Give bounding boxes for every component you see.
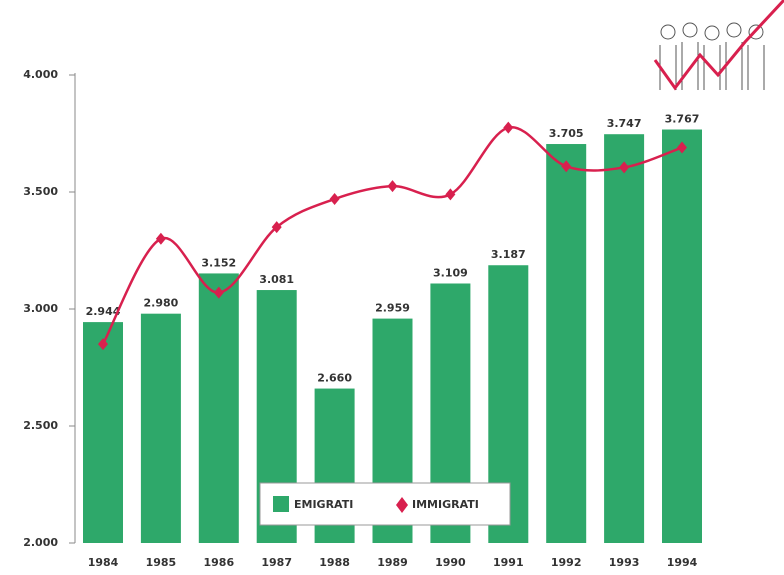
x-tick-label: 1988: [319, 556, 350, 569]
bar: [199, 273, 239, 543]
value-label: 3.705: [549, 127, 584, 140]
chart: 2.000 2.500 3.000 3.500 4.000 1984 1985 1986 198…: [0, 0, 784, 575]
bar: [83, 322, 123, 543]
x-tick-label: 1990: [435, 556, 466, 569]
y-tick-label: 3.000: [23, 302, 58, 315]
y-tick-label: 4.000: [23, 68, 58, 81]
bar: [546, 144, 586, 543]
x-tick-label: 1991: [493, 556, 524, 569]
value-label: 3.187: [491, 248, 526, 261]
value-label: 3.081: [259, 273, 294, 286]
bar: [662, 130, 702, 543]
y-tick-label: 3.500: [23, 185, 58, 198]
bar: [141, 314, 181, 543]
legend-label: IMMIGRATI: [412, 498, 479, 511]
marker: [503, 122, 513, 134]
x-tick-label: 1985: [146, 556, 177, 569]
value-label: 3.152: [201, 256, 236, 269]
marker: [388, 180, 398, 192]
bar: [604, 134, 644, 543]
value-label: 3.747: [607, 117, 642, 130]
value-label: 2.980: [144, 297, 179, 310]
marker: [330, 193, 340, 205]
x-tick-label: 1984: [88, 556, 119, 569]
x-tick-label: 1986: [203, 556, 234, 569]
x-tick-label: 1993: [609, 556, 640, 569]
y-tick-label: 2.500: [23, 419, 58, 432]
x-tick-label: 1992: [551, 556, 582, 569]
value-label: 3.109: [433, 266, 468, 279]
x-tick-label: 1989: [377, 556, 408, 569]
value-label: 3.767: [665, 113, 700, 126]
legend-label: EMIGRATI: [294, 498, 353, 511]
x-tick-label: 1987: [261, 556, 292, 569]
value-label: 2.660: [317, 372, 352, 385]
y-tick-label: 2.000: [23, 536, 58, 549]
x-tick-label: 1994: [667, 556, 698, 569]
value-label: 2.959: [375, 302, 410, 315]
legend-swatch: [273, 496, 289, 512]
marker: [156, 233, 166, 245]
decoration: [655, 0, 784, 90]
marker: [445, 188, 455, 200]
